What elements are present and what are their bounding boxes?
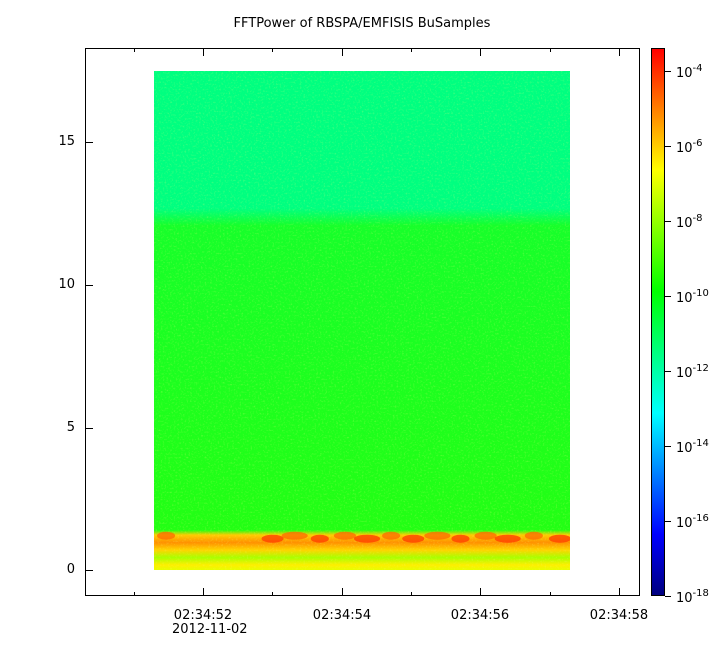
y-tick xyxy=(86,142,93,143)
y-tick-label: 5 xyxy=(66,420,75,435)
burst-mark xyxy=(474,531,497,540)
colorbar-tick xyxy=(665,596,671,597)
x-tick xyxy=(480,48,481,56)
x-tick xyxy=(272,592,273,596)
x-tick xyxy=(134,592,135,596)
colorbar-tick-exponent: -14 xyxy=(692,438,709,449)
colorbar-tick xyxy=(665,521,671,522)
colorbar-tick-base: 10 xyxy=(676,366,693,381)
burst-mark xyxy=(382,531,401,540)
x-tick xyxy=(411,48,412,52)
x-tick xyxy=(134,48,135,52)
y-tick-label: 10 xyxy=(58,277,75,292)
colorbar-tick-exponent: -6 xyxy=(692,138,703,149)
y-tick-label: 0 xyxy=(66,562,75,577)
x-tick-label: 02:34:54 xyxy=(312,608,372,623)
chart-title: FFTPower of RBSPA/EMFISIS BuSamples xyxy=(233,16,491,31)
x-tick xyxy=(203,588,204,596)
colorbar-tick-label: 10-12 xyxy=(676,363,709,381)
x-tick xyxy=(342,588,343,596)
y-tick xyxy=(86,428,93,429)
colorbar-tick-base: 10 xyxy=(676,216,693,231)
burst-mark xyxy=(402,534,425,543)
colorbar-tick-base: 10 xyxy=(676,291,693,306)
colorbar-tick-exponent: -16 xyxy=(692,513,709,524)
colorbar-tick-label: 10-6 xyxy=(676,138,703,156)
x-axis-date-label: 2012-11-02 xyxy=(172,622,248,637)
burst-mark xyxy=(261,534,284,543)
burst-mark xyxy=(424,531,451,540)
colorbar-tick-exponent: -18 xyxy=(692,588,709,599)
colorbar-tick-base: 10 xyxy=(676,66,693,81)
burst-mark xyxy=(281,531,308,540)
x-tick xyxy=(550,592,551,596)
burst-mark xyxy=(451,534,470,543)
x-tick xyxy=(480,588,481,596)
burst-mark xyxy=(524,531,543,540)
x-tick-label: 02:34:58 xyxy=(589,608,649,623)
colorbar-tick xyxy=(665,71,671,72)
y-tick xyxy=(86,570,93,571)
colorbar-tick xyxy=(665,296,671,297)
y-tick xyxy=(86,285,93,286)
colorbar xyxy=(651,48,665,596)
colorbar-tick-label: 10-8 xyxy=(676,213,703,231)
colorbar-tick xyxy=(665,371,671,372)
burst-mark xyxy=(548,534,570,543)
x-tick xyxy=(619,48,620,56)
colorbar-tick xyxy=(665,446,671,447)
colorbar-tick-base: 10 xyxy=(676,141,693,156)
spectrogram-bursts xyxy=(157,531,570,543)
colorbar-tick-label: 10-18 xyxy=(676,588,709,606)
colorbar-tick-label: 10-10 xyxy=(676,288,709,306)
colorbar-tick-exponent: -12 xyxy=(692,363,709,374)
colorbar-tick-base: 10 xyxy=(676,591,693,606)
colorbar-tick xyxy=(665,146,671,147)
x-tick xyxy=(550,48,551,52)
colorbar-tick-label: 10-4 xyxy=(676,63,703,81)
colorbar-tick-exponent: -4 xyxy=(692,63,703,74)
colorbar-tick-label: 10-16 xyxy=(676,513,709,531)
colorbar-tick-exponent: -10 xyxy=(692,288,709,299)
burst-mark xyxy=(353,534,381,543)
y-tick-label: 15 xyxy=(58,134,75,149)
burst-mark xyxy=(494,534,521,543)
colorbar-tick-label: 10-14 xyxy=(676,438,709,456)
spectrogram-texture xyxy=(154,71,570,570)
x-tick xyxy=(342,48,343,56)
colorbar-tick-base: 10 xyxy=(676,441,693,456)
burst-mark xyxy=(310,534,329,543)
burst-mark xyxy=(333,531,356,540)
colorbar-tick-base: 10 xyxy=(676,516,693,531)
x-tick-label: 02:34:56 xyxy=(450,608,510,623)
colorbar-tick xyxy=(665,221,671,222)
colorbar-tick-exponent: -8 xyxy=(692,213,703,224)
x-tick xyxy=(411,592,412,596)
burst-mark xyxy=(157,531,176,540)
spectrogram-image xyxy=(154,71,570,570)
x-tick xyxy=(203,48,204,56)
x-tick-label: 02:34:52 xyxy=(173,608,233,623)
x-tick xyxy=(272,48,273,52)
x-tick xyxy=(619,588,620,596)
